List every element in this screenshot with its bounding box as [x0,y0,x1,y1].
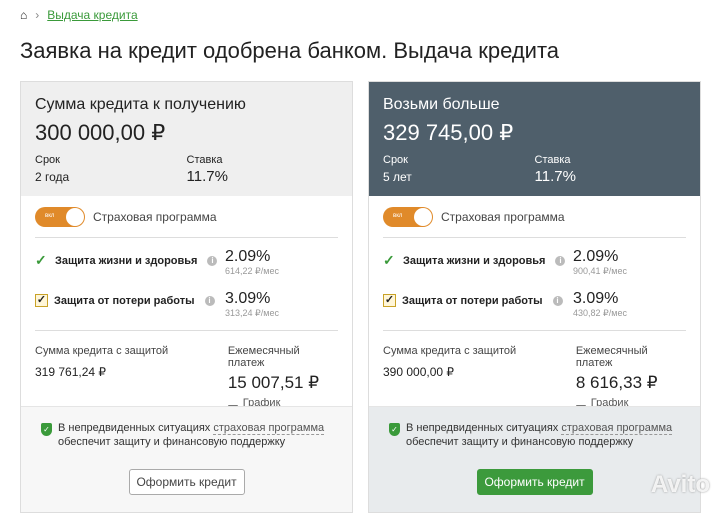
offer-header: Сумма кредита к получению 300 000,00 ₽ С… [21,82,352,196]
insurance-label: Страховая программа [93,209,217,224]
job-pct: 3.09% [225,290,271,307]
life-monthly: 900,41 ₽/мес [573,266,627,276]
job-monthly: 313,24 ₽/мес [225,308,279,318]
insurance-note: В непредвиденных ситуациях страховая про… [58,422,325,448]
job-checkbox[interactable]: ✓ [35,294,48,307]
insurance-label: Страховая программа [441,209,565,224]
payment-label: Ежемесячный платеж [227,345,300,369]
term-value: 2 года [35,170,70,184]
life-label: Защита жизни и здоровья [55,254,198,267]
offer-amount: 300 000,00 ₽ [35,120,166,145]
info-icon[interactable]: i [204,295,215,306]
avito-watermark: Avito [650,471,710,498]
rate-label: Ставка [534,154,571,166]
offer-title: Сумма кредита к получению [35,96,246,113]
apply-credit-button[interactable]: Оформить кредит [476,469,593,495]
life-pct: 2.09% [573,248,619,265]
insurance-life: ✓ Защита жизни и здоровья i 2.09% 900,41 ₽/… [383,248,686,280]
offer-title: Возьми больше [383,96,500,113]
job-checkbox[interactable]: ✓ [383,294,396,307]
insurance-program-link[interactable]: страховая программа [213,422,325,435]
offer-amount: 329 745,00 ₽ [383,120,514,145]
job-label: Защита от потери работы [402,294,543,307]
payment-label: Ежемесячный платеж [575,345,648,369]
life-pct: 2.09% [225,248,271,265]
insurance-program-link[interactable]: страховая программа [561,422,673,435]
job-monthly: 430,82 ₽/мес [573,308,627,318]
term-value: 5 лет [383,170,412,184]
rate-value: 11.7% [534,168,576,185]
insurance-note: В непредвиденных ситуациях страховая про… [406,422,673,448]
payment-value: 8 616,33 ₽ [575,373,658,392]
total-value: 390 000,00 ₽ [383,365,455,379]
apply-credit-button[interactable]: Оформить кредит [128,469,245,495]
job-pct: 3.09% [573,290,619,307]
page-title: Заявка на кредит одобрена банком. Выдача… [20,38,560,63]
life-label: Защита жизни и здоровья [403,254,546,267]
offer-header: Возьми больше 329 745,00 ₽ Срок 5 лет Ста… [369,82,700,196]
insurance-job: ✓ Защита от потери работы i 3.09% 313,24 ₽/… [35,290,338,322]
job-label: Защита от потери работы [54,294,195,307]
total-value: 319 761,24 ₽ [35,365,107,379]
life-monthly: 614,22 ₽/мес [225,266,279,276]
insurance-life: ✓ Защита жизни и здоровья i 2.09% 614,22 ₽/… [35,248,338,280]
payment-value: 15 007,51 ₽ [227,373,320,392]
info-icon[interactable]: i [207,255,218,266]
chevron-right-icon: › [35,8,40,22]
breadcrumb-link[interactable]: Выдача кредита [47,8,138,22]
shield-icon: ✓ [389,423,400,436]
home-icon[interactable]: ⌂ [20,8,28,22]
info-icon[interactable]: i [552,295,563,306]
offer-card: Сумма кредита к получению 300 000,00 ₽ С… [20,81,353,513]
info-icon[interactable]: i [555,255,566,266]
insurance-job: ✓ Защита от потери работы i 3.09% 430,82 ₽/… [383,290,686,322]
total-label: Сумма кредита с защитой [383,345,517,357]
checkmark-icon: ✓ [383,252,395,268]
checkmark-icon: ✓ [35,252,47,268]
rate-value: 11.7% [186,168,228,185]
insurance-toggle[interactable]: вкл [383,206,433,227]
breadcrumb: ⌂ › Выдача кредита [20,8,138,22]
insurance-toggle[interactable]: вкл [35,206,85,227]
divider [383,330,686,331]
rate-label: Ставка [186,154,223,166]
offer-card: Возьми больше 329 745,00 ₽ Срок 5 лет Ста… [368,81,701,513]
term-label: Срок [383,154,408,166]
total-label: Сумма кредита с защитой [35,345,169,357]
divider [35,330,338,331]
term-label: Срок [35,154,60,166]
shield-icon: ✓ [41,423,52,436]
